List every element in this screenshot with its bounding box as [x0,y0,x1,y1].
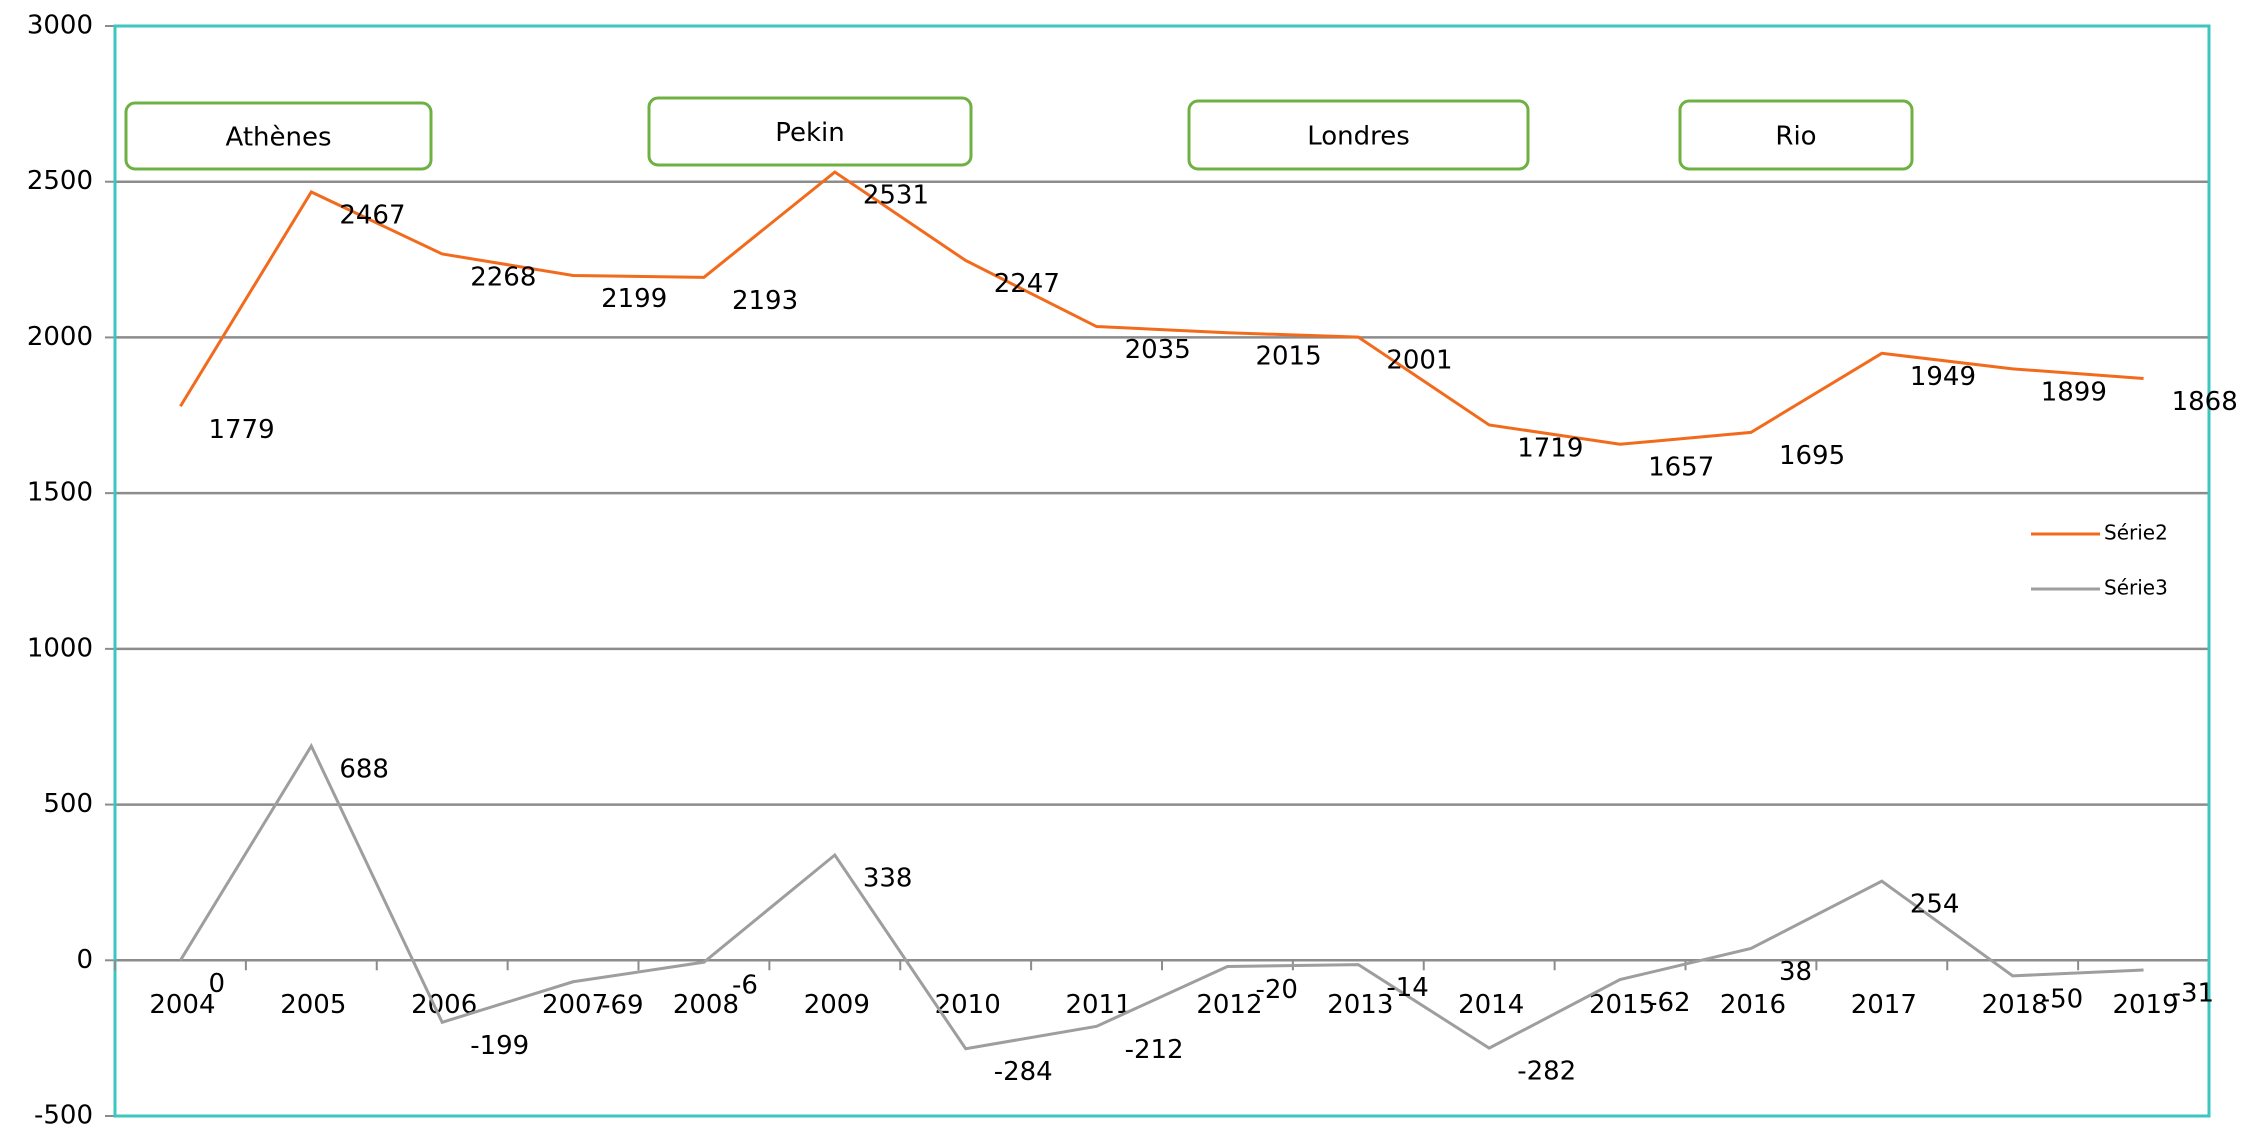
data-label: -50 [2041,984,2083,1014]
data-label: 2035 [1125,335,1191,365]
data-label: -20 [1255,975,1297,1005]
x-tick-label: 2009 [804,990,870,1020]
data-label: 338 [863,864,913,894]
data-label: -14 [1386,973,1428,1003]
legend-label: Série3 [2104,576,2168,600]
x-tick-label: 2013 [1327,990,1393,1020]
x-tick-label: 2018 [1982,990,2048,1020]
series-line [179,742,2144,1051]
data-label: 2193 [732,286,798,316]
y-tick-label: -500 [34,1101,93,1129]
y-tick-label: 0 [76,945,93,975]
annotation: Rio [1775,122,1816,152]
data-label: -199 [470,1031,529,1061]
y-tick-label: 1000 [27,633,93,663]
annotation-box [1678,99,1914,171]
data-label: -284 [994,1057,1053,1087]
data-label: 1868 [2172,387,2238,417]
x-tick-label: 2004 [149,990,215,1020]
plot-frame [113,24,2211,1118]
x-tick-label: 2010 [935,990,1001,1020]
data-label: -62 [1648,988,1690,1018]
y-tick-label: 2500 [27,166,93,196]
data-label: 1949 [1910,362,1976,392]
data-label: 2268 [470,262,536,292]
annotation-box [124,101,433,171]
data-label: 1779 [208,415,274,445]
data-label: 688 [339,755,389,785]
x-tick-label: 2012 [1196,990,1262,1020]
series-line [179,170,2144,446]
y-tick-label: 2000 [27,322,93,352]
data-label: 1899 [2041,377,2107,407]
data-label: -69 [601,990,643,1020]
annotation: Athènes [225,123,331,153]
y-tick-label: 500 [43,789,93,819]
x-tick-label: 2008 [673,990,739,1020]
data-label: -31 [2172,978,2214,1008]
x-tick-label: 2016 [1720,990,1786,1020]
x-tick-label: 2007 [542,990,608,1020]
data-label: 2199 [601,284,667,314]
data-label: -212 [1125,1035,1184,1065]
x-tick-label: 2005 [280,990,346,1020]
y-tick-label: 3000 [27,11,93,41]
annotation: Londres [1307,122,1410,152]
data-label: 2467 [339,200,405,230]
x-tick-label: 2014 [1458,990,1524,1020]
data-label: 2015 [1255,341,1321,371]
data-label: 1657 [1648,453,1714,483]
x-tick-label: 2015 [1589,990,1655,1020]
data-label: 2531 [863,181,929,211]
data-label: -282 [1517,1057,1576,1087]
x-tick-label: 2017 [1851,990,1917,1020]
data-label: 38 [1779,957,1812,987]
data-label: 2001 [1386,346,1452,376]
y-tick-label: 1500 [27,478,93,508]
legend-label: Série2 [2104,521,2168,545]
data-label: 0 [208,969,225,999]
data-label: -6 [732,971,758,1001]
x-tick-label: 2019 [2112,990,2178,1020]
data-label: 1695 [1779,441,1845,471]
annotation: Pekin [775,118,845,148]
data-label: 1719 [1517,433,1583,463]
data-label: 254 [1910,890,1960,920]
annotation-box [647,96,973,167]
annotation-box [1187,99,1530,171]
data-label: 2247 [994,269,1060,299]
